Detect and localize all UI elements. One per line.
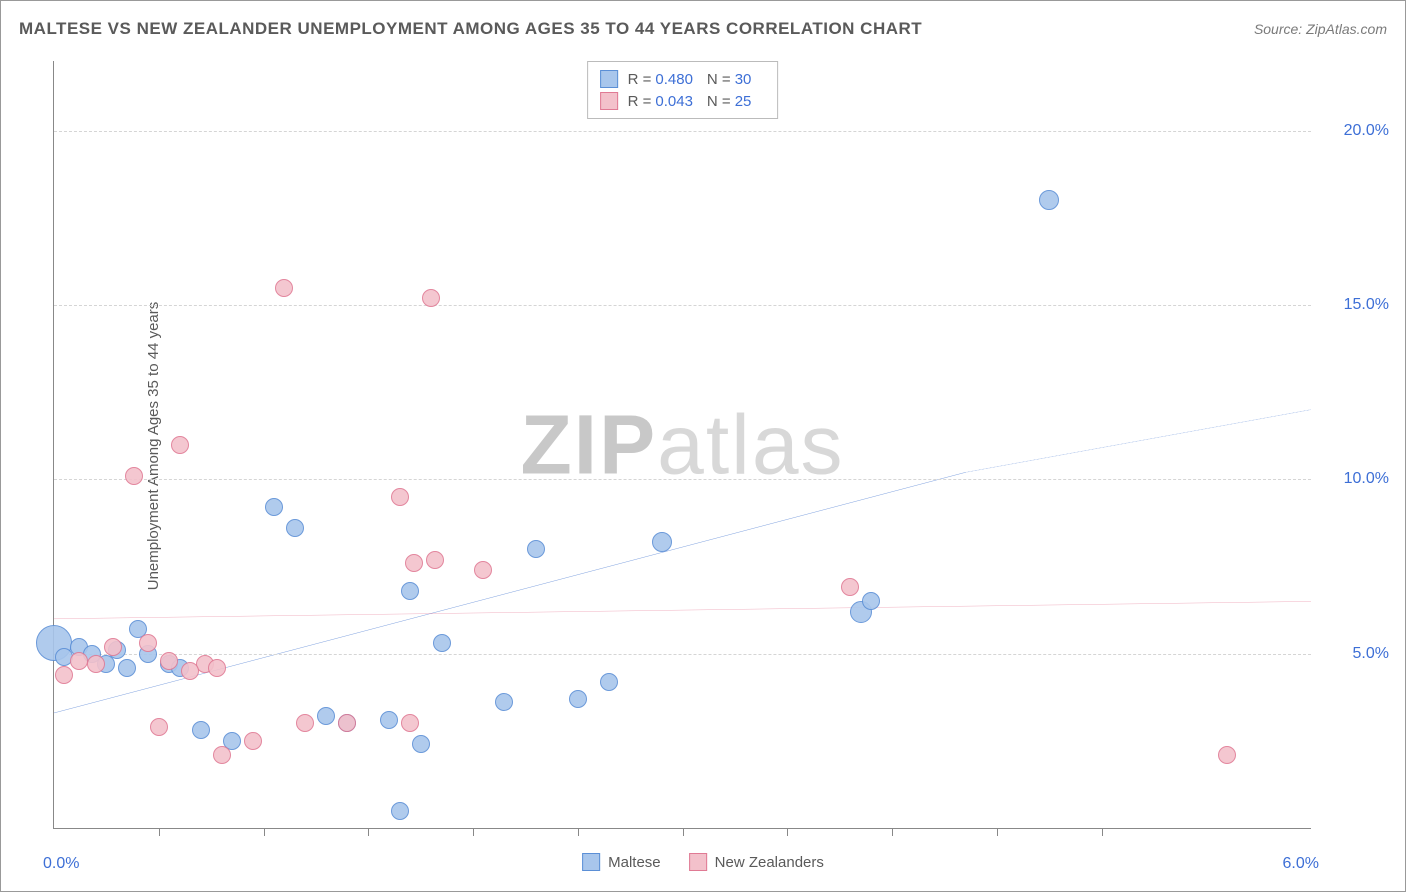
data-point bbox=[265, 498, 283, 516]
x-tick bbox=[264, 828, 265, 836]
x-axis-end-label: 6.0% bbox=[1283, 855, 1319, 873]
data-point bbox=[401, 582, 419, 600]
data-point bbox=[118, 659, 136, 677]
data-point bbox=[862, 592, 880, 610]
series-legend: Maltese New Zealanders bbox=[582, 853, 824, 871]
data-point bbox=[244, 732, 262, 750]
x-tick bbox=[578, 828, 579, 836]
x-tick bbox=[159, 828, 160, 836]
data-point bbox=[391, 802, 409, 820]
gridline bbox=[54, 305, 1311, 306]
data-point bbox=[317, 707, 335, 725]
gridline bbox=[54, 654, 1311, 655]
data-point bbox=[296, 714, 314, 732]
n-value: 30 bbox=[735, 71, 752, 88]
data-point bbox=[213, 746, 231, 764]
data-point bbox=[125, 467, 143, 485]
data-point bbox=[474, 561, 492, 579]
y-tick-label: 10.0% bbox=[1344, 470, 1389, 488]
data-point bbox=[171, 436, 189, 454]
x-tick bbox=[683, 828, 684, 836]
gridline bbox=[54, 479, 1311, 480]
x-tick bbox=[368, 828, 369, 836]
data-point bbox=[104, 638, 122, 656]
trend-line-extrapolated bbox=[965, 410, 1311, 473]
data-point bbox=[426, 551, 444, 569]
legend-swatch bbox=[582, 853, 600, 871]
data-point bbox=[192, 721, 210, 739]
data-point bbox=[181, 662, 199, 680]
r-label: R = bbox=[628, 71, 652, 88]
data-point bbox=[208, 659, 226, 677]
stats-legend-row: R =0.480 N =30 bbox=[600, 68, 766, 90]
legend-swatch bbox=[600, 92, 618, 110]
legend-swatch bbox=[689, 853, 707, 871]
n-label: N = bbox=[707, 71, 731, 88]
stats-legend-row: R =0.043 N =25 bbox=[600, 90, 766, 112]
data-point bbox=[527, 540, 545, 558]
data-point bbox=[422, 289, 440, 307]
legend-label: Maltese bbox=[608, 854, 661, 871]
x-tick bbox=[1102, 828, 1103, 836]
data-point bbox=[139, 634, 157, 652]
data-point bbox=[841, 578, 859, 596]
x-tick bbox=[892, 828, 893, 836]
n-label: N = bbox=[707, 93, 731, 110]
data-point bbox=[160, 652, 178, 670]
x-tick bbox=[787, 828, 788, 836]
data-point bbox=[150, 718, 168, 736]
data-point bbox=[275, 279, 293, 297]
data-point bbox=[405, 554, 423, 572]
data-point bbox=[55, 666, 73, 684]
x-tick bbox=[473, 828, 474, 836]
chart-title: MALTESE VS NEW ZEALANDER UNEMPLOYMENT AM… bbox=[19, 19, 922, 39]
r-value: 0.043 bbox=[655, 93, 693, 110]
data-point bbox=[569, 690, 587, 708]
chart-container: MALTESE VS NEW ZEALANDER UNEMPLOYMENT AM… bbox=[0, 0, 1406, 892]
legend-swatch bbox=[600, 70, 618, 88]
data-point bbox=[380, 711, 398, 729]
data-point bbox=[338, 714, 356, 732]
trend-lines-svg bbox=[54, 61, 1311, 828]
data-point bbox=[1218, 746, 1236, 764]
x-axis-origin-label: 0.0% bbox=[43, 855, 79, 873]
data-point bbox=[87, 655, 105, 673]
y-tick-label: 15.0% bbox=[1344, 296, 1389, 314]
plot-area: ZIPatlas R =0.480N =30R =0.043N =25 5.0%… bbox=[53, 61, 1311, 829]
data-point bbox=[495, 693, 513, 711]
stats-legend: R =0.480 N =30 R =0.043 N =25 bbox=[587, 61, 779, 119]
data-point bbox=[652, 532, 672, 552]
y-tick-label: 5.0% bbox=[1353, 645, 1389, 663]
r-label: R = bbox=[628, 93, 652, 110]
r-value: 0.480 bbox=[655, 71, 693, 88]
data-point bbox=[401, 714, 419, 732]
x-tick bbox=[997, 828, 998, 836]
data-point bbox=[1039, 190, 1059, 210]
data-point bbox=[286, 519, 304, 537]
data-point bbox=[412, 735, 430, 753]
source-label: Source: ZipAtlas.com bbox=[1254, 21, 1387, 37]
n-value: 25 bbox=[735, 93, 752, 110]
data-point bbox=[70, 652, 88, 670]
data-point bbox=[391, 488, 409, 506]
gridline bbox=[54, 131, 1311, 132]
legend-label: New Zealanders bbox=[715, 854, 824, 871]
series-legend-item: New Zealanders bbox=[689, 853, 824, 871]
data-point bbox=[600, 673, 618, 691]
series-legend-item: Maltese bbox=[582, 853, 661, 871]
data-point bbox=[433, 634, 451, 652]
y-tick-label: 20.0% bbox=[1344, 122, 1389, 140]
trend-line bbox=[54, 601, 1311, 618]
